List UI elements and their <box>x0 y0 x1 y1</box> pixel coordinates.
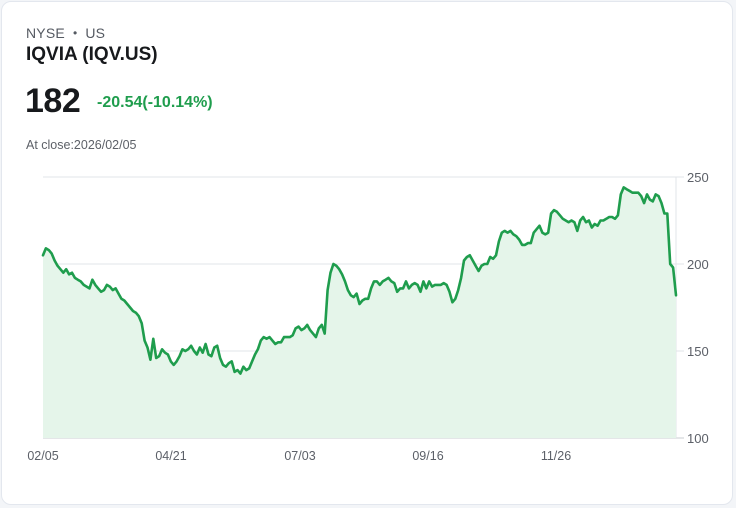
country: US <box>85 25 106 41</box>
price-change: -20.54(-10.14%) <box>97 94 213 111</box>
y-tick-label: 150 <box>687 344 709 359</box>
stock-title: IQVIA (IQV.US) <box>26 44 158 65</box>
x-tick-label: 07/03 <box>284 449 315 463</box>
separator-dot: • <box>72 26 78 40</box>
y-tick-label: 200 <box>687 257 709 272</box>
x-tick-label: 04/21 <box>155 449 186 463</box>
current-price: 182 <box>25 82 81 120</box>
y-tick-label: 250 <box>687 170 709 185</box>
x-tick-label: 09/16 <box>412 449 443 463</box>
close-date: At close:2026/02/05 <box>26 138 137 152</box>
y-axis-labels: 100 150 200 250 <box>687 170 709 446</box>
x-tick-label: 11/26 <box>541 449 571 463</box>
price-line <box>41 186 678 375</box>
exchange-name: NYSE <box>26 25 65 41</box>
price-area-fill <box>43 187 676 438</box>
x-tick-label: 02/05 <box>27 449 58 463</box>
y-tick-label: 100 <box>687 431 709 446</box>
exchange-info: NYSE • US <box>26 25 105 41</box>
x-axis-labels: 02/05 04/21 07/03 09/16 11/26 <box>27 449 571 463</box>
